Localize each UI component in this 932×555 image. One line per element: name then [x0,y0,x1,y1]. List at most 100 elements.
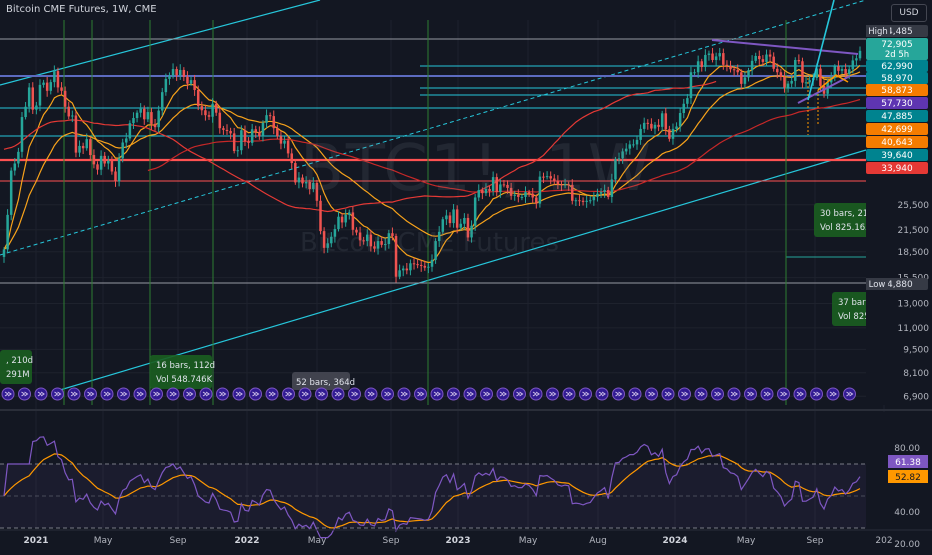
candle-body [297,177,301,183]
rsi-line [3,436,861,539]
time-tick-label: Sep [383,536,400,546]
price-label-text: 72,905 [881,40,913,50]
candle-body [545,176,549,178]
candle-body [31,87,35,110]
candle-body [56,71,60,88]
time-tick-label: 2022 [234,536,259,546]
candle-body [646,122,650,124]
candle-body [797,59,801,62]
candle-body [815,68,819,78]
candle-body [581,200,585,202]
time-tick-label: 2023 [445,536,470,546]
candle-body [682,103,686,113]
chevron-icon [565,391,573,397]
time-tick-label: Sep [807,536,824,546]
chevron-icon [153,391,161,397]
candle-body [567,184,570,186]
annotation-text: Vol 825.165K [820,223,877,233]
candle-body [333,229,337,237]
candle-body [290,153,293,164]
candle-body [78,145,81,153]
candle-body [542,176,545,178]
candle-body [549,176,552,179]
candle-body [229,130,232,134]
candle-body [416,264,419,266]
candle-body [265,115,268,123]
candle-body [754,55,757,61]
annotation-52-bars: 52 bars, 364d [296,378,355,388]
candle-body [502,184,506,186]
candle-body [783,76,786,88]
price-label-level [866,72,928,84]
price-label-ema [866,136,928,148]
candle-body [362,240,365,242]
candle-body [236,150,240,152]
candle-body [639,128,642,140]
candle-body [520,196,524,198]
chevron-icon [813,391,821,397]
chevron-icon [37,391,45,397]
candle-body [589,200,592,202]
candle-body [35,105,38,110]
price-label-last [866,38,928,60]
candle-body [125,138,128,143]
annotation-box [150,355,212,389]
chevron-icon [21,391,29,397]
candle-body [319,200,322,232]
candle-body [344,214,347,223]
candle-body [240,130,243,151]
price-label-text: 42,699 [881,125,913,135]
price-label-sub: 2d 5h [885,50,909,60]
candle-body [200,106,204,111]
currency-button[interactable]: USD [891,4,927,22]
candle-body [9,170,13,215]
candle-body [315,182,319,201]
annotation-text: , 210d [6,356,33,366]
grid [0,20,885,530]
candle-body [642,122,646,129]
candle-body [164,78,168,93]
annotation-box [0,350,32,384]
candle-body [419,265,423,267]
candle-body [837,66,840,71]
chevron-icon [763,391,771,397]
chevron-icon [681,391,689,397]
chevron-icon [87,391,95,397]
chevron-icon [219,391,227,397]
candle-body [304,181,308,184]
chevron-icon [846,391,854,397]
price-label-text: 47,885 [881,112,913,122]
candle-body [394,236,398,277]
candle-body [750,60,754,71]
candle-body [765,54,768,62]
time-tick-label: May [94,536,113,546]
chevron-icon [796,391,804,397]
triangle-pattern [817,74,849,91]
candle-body [574,200,578,202]
chevron-icon [433,391,441,397]
candle-body [718,53,721,57]
annotation-box [814,203,876,237]
price-tick-label: 18,500 [898,248,930,258]
price-tick-label: 13,000 [898,299,930,309]
chevron-icon [268,391,276,397]
candle-body [103,155,106,164]
annotation-text: 16 bars, 112d [156,361,215,371]
candle-body [747,70,750,78]
candle-body [340,216,344,223]
candle-body [585,200,588,202]
candle-body [819,68,822,86]
candle-body [423,265,427,268]
price-axis: 6,9008,1009,50011,00013,00015,50018,5002… [866,20,932,405]
candle-body [808,80,811,83]
chevron-icon [301,391,309,397]
candle-body [247,141,250,143]
candle-body [725,64,729,66]
annotation-text: Vol 548.746K [156,375,213,385]
candle-body [563,184,567,186]
candle-body [430,259,434,267]
candle-body [768,54,772,57]
candle-body [135,112,139,119]
